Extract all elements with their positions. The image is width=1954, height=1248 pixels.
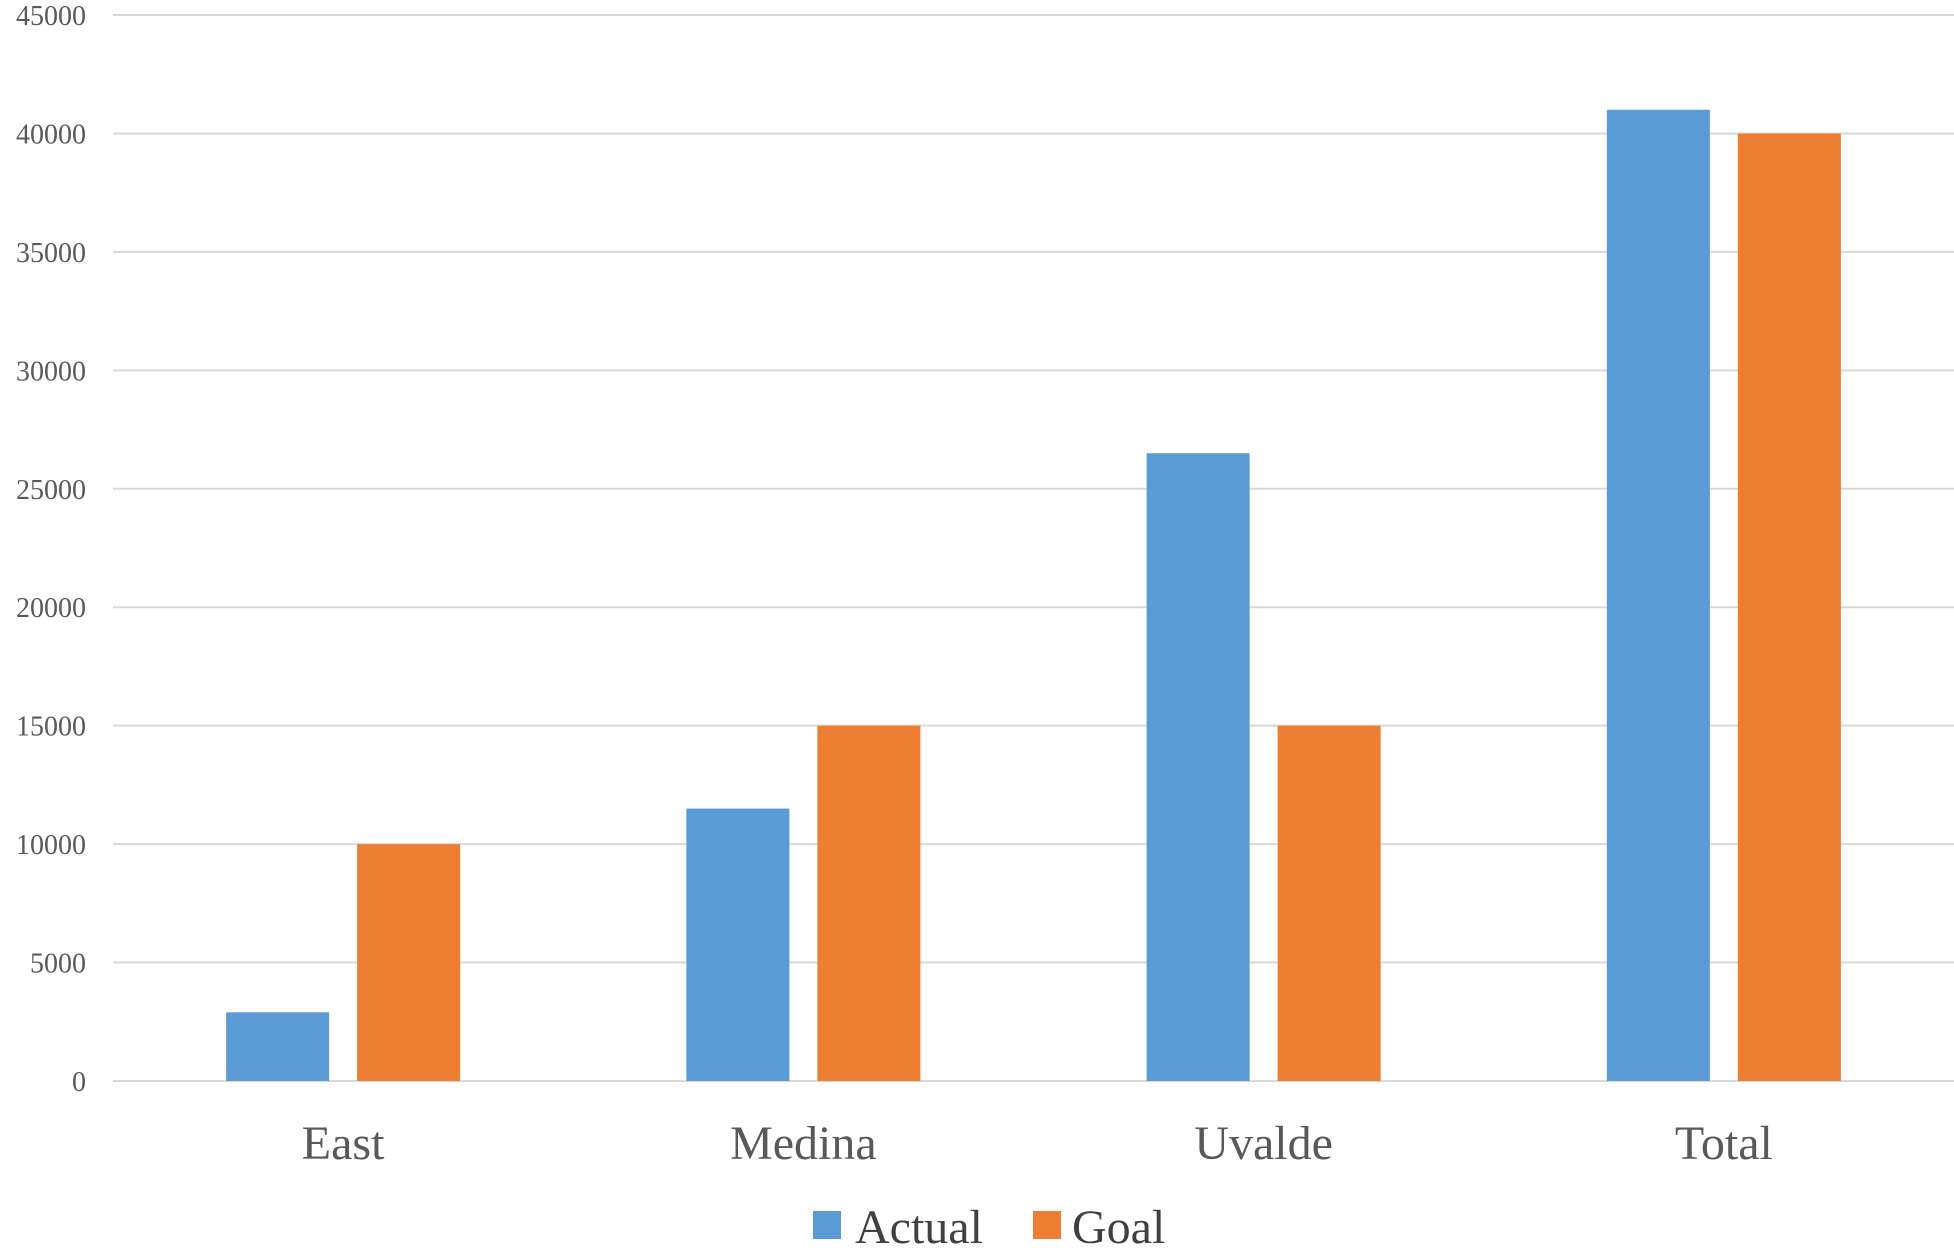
x-category-label: Medina	[730, 1117, 877, 1170]
y-tick-label: 15000	[16, 712, 86, 743]
y-tick-label: 45000	[16, 1, 86, 32]
x-category-label: Uvalde	[1194, 1117, 1333, 1170]
bar-actual-east	[226, 1012, 330, 1081]
x-category-label: Total	[1675, 1117, 1773, 1170]
y-axis-tick-labels: 0 5000 10000 15000 20000 25000 30000 35000 40000…	[16, 1, 86, 1098]
legend-swatch-actual	[813, 1211, 841, 1239]
y-tick-label: 40000	[16, 119, 86, 150]
x-category-label: East	[302, 1117, 385, 1170]
bars	[226, 109, 1841, 1081]
bar-actual-uvalde	[1146, 453, 1250, 1081]
legend-label-goal: Goal	[1072, 1201, 1165, 1248]
legend-label-actual: Actual	[855, 1201, 983, 1248]
bar-actual-total	[1606, 109, 1710, 1081]
bar-goal-east	[357, 844, 461, 1081]
y-tick-label: 35000	[16, 238, 86, 269]
bar-goal-medina	[817, 725, 921, 1081]
x-axis-category-labels: East Medina Uvalde Total	[302, 1117, 1773, 1170]
legend-swatch-goal	[1033, 1211, 1061, 1239]
y-tick-label: 30000	[16, 356, 86, 387]
y-tick-label: 10000	[16, 830, 86, 861]
y-tick-label: 0	[72, 1067, 86, 1098]
y-tick-label: 20000	[16, 593, 86, 624]
y-tick-label: 5000	[30, 949, 86, 980]
legend: Actual Goal	[813, 1201, 1165, 1248]
bar-goal-uvalde	[1277, 725, 1381, 1081]
bar-goal-total	[1737, 133, 1841, 1081]
y-tick-label: 25000	[16, 475, 86, 506]
bar-actual-medina	[686, 808, 790, 1081]
